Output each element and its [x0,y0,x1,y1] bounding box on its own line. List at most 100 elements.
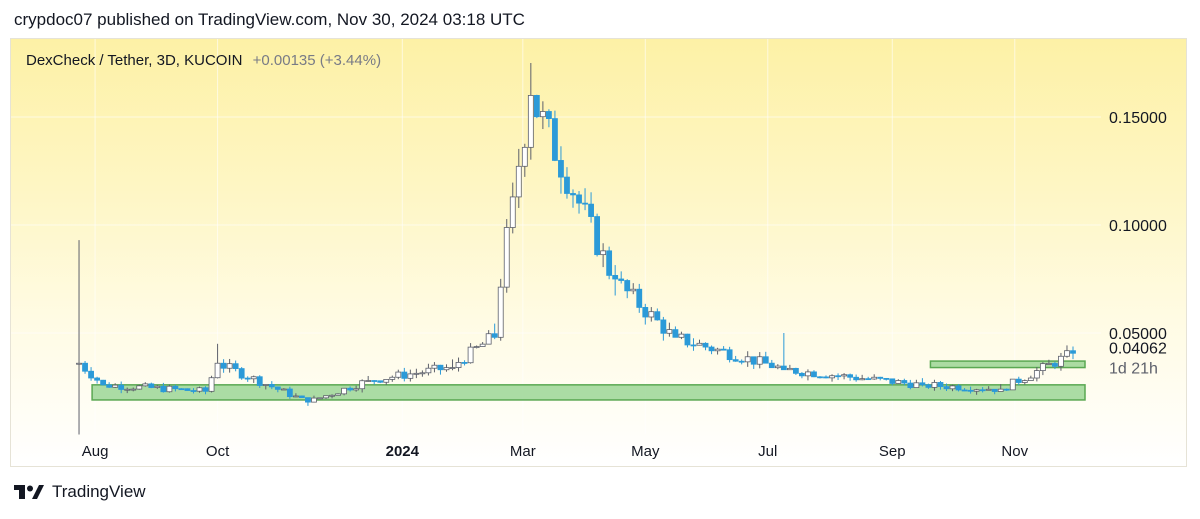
candle-body [871,376,878,380]
candle-body [118,384,125,390]
candle-body [907,382,914,388]
candle-body [738,360,745,363]
candle-body [973,389,980,392]
candle-body [702,342,709,348]
candle-body [949,385,956,390]
x-tick-label: Nov [1001,443,1028,460]
candle-body [720,348,727,351]
candle-body [823,376,829,379]
candle-body [991,388,998,392]
candle-body [106,384,113,388]
symbol-legend: DexCheck / Tether, 3D, KUCOIN +0.00135 (… [26,52,381,69]
candle-body [943,386,950,390]
candle-body [630,288,637,292]
candle-body [684,333,691,346]
candle-body [955,385,962,391]
candle-body [383,379,390,383]
candle-body [1009,378,1016,391]
tradingview-brand[interactable]: TradingView [14,482,146,502]
candle-body [220,362,227,369]
candle-body [419,372,426,375]
tradingview-logo-icon [14,485,44,499]
candle-body [262,384,269,386]
candle-body [708,346,715,352]
candle-body [94,377,100,381]
candle-body [648,311,655,318]
candle-body [799,372,805,377]
candle-body [576,194,582,204]
candle-body [431,364,438,369]
candle-body [160,385,167,393]
candle-body [437,364,444,371]
candle-body [533,95,540,118]
candle-body [811,371,817,378]
candle-body [624,280,631,292]
candle-body [503,227,510,288]
candle-body [539,111,546,118]
x-tick-label: 2024 [386,443,420,460]
candle-body [148,383,155,388]
candle-body [196,387,203,392]
candle-body [244,377,251,380]
candle-body [527,95,534,148]
candle-body [214,362,221,379]
candle-body [829,375,835,379]
candle-body [250,376,257,380]
candle-body [786,367,793,371]
candle-body [774,365,781,369]
candle-body [883,377,890,380]
candle-body [323,395,329,399]
candle-body [582,202,588,205]
candle-body [76,362,82,365]
candle-body [817,376,823,379]
candle-body [208,377,215,392]
y-tick-label: 0.15000 [1109,110,1167,127]
candle-body [473,346,480,348]
candle-body [491,333,498,338]
resistance-zone [929,360,1086,369]
candle-body [395,371,402,378]
candle-body [202,387,209,392]
candlestick-chart[interactable]: Aug Oct 2024 Mar May Jul Sep Nov 0.15000 0.10000 0… [11,39,1188,468]
candle-body [636,288,643,308]
candle-body [744,356,751,363]
candle-body [1021,380,1028,383]
candle-body [317,397,323,400]
candle-body [1033,370,1040,379]
candle-body [335,393,341,396]
candle-body [305,397,311,403]
candle-body [558,160,564,178]
candle-body [359,380,366,390]
candle-body [762,356,769,364]
support-zone [91,384,1086,401]
candle-body [835,375,841,378]
candle-body [546,111,552,119]
candle-body [895,380,902,384]
candle-body [389,376,396,380]
candle-body [407,373,414,379]
candle-body [925,384,932,388]
candle-body [401,371,408,379]
candle-body [780,365,787,371]
candle-body [1052,363,1058,367]
candle-body [901,380,908,384]
candle-body [696,342,703,346]
candle-body [82,362,88,372]
candle-body [425,367,432,374]
candle-body [889,378,896,384]
chart-panel[interactable]: Aug Oct 2024 Mar May Jul Sep Nov 0.15000 0.10000 0… [10,38,1187,467]
candle-body [449,367,456,369]
x-tick-label: Oct [206,443,230,460]
candle-body [768,362,775,369]
candle-body [588,203,594,217]
candle-body [190,390,197,392]
candle-body [479,343,486,347]
candle-body [88,370,94,379]
candle-body [805,371,811,377]
candle-body [497,286,504,338]
candle-body [461,362,468,364]
candle-body [268,384,275,388]
candle-body [1027,377,1034,381]
candle-body [130,388,137,391]
candle-body [594,216,600,256]
